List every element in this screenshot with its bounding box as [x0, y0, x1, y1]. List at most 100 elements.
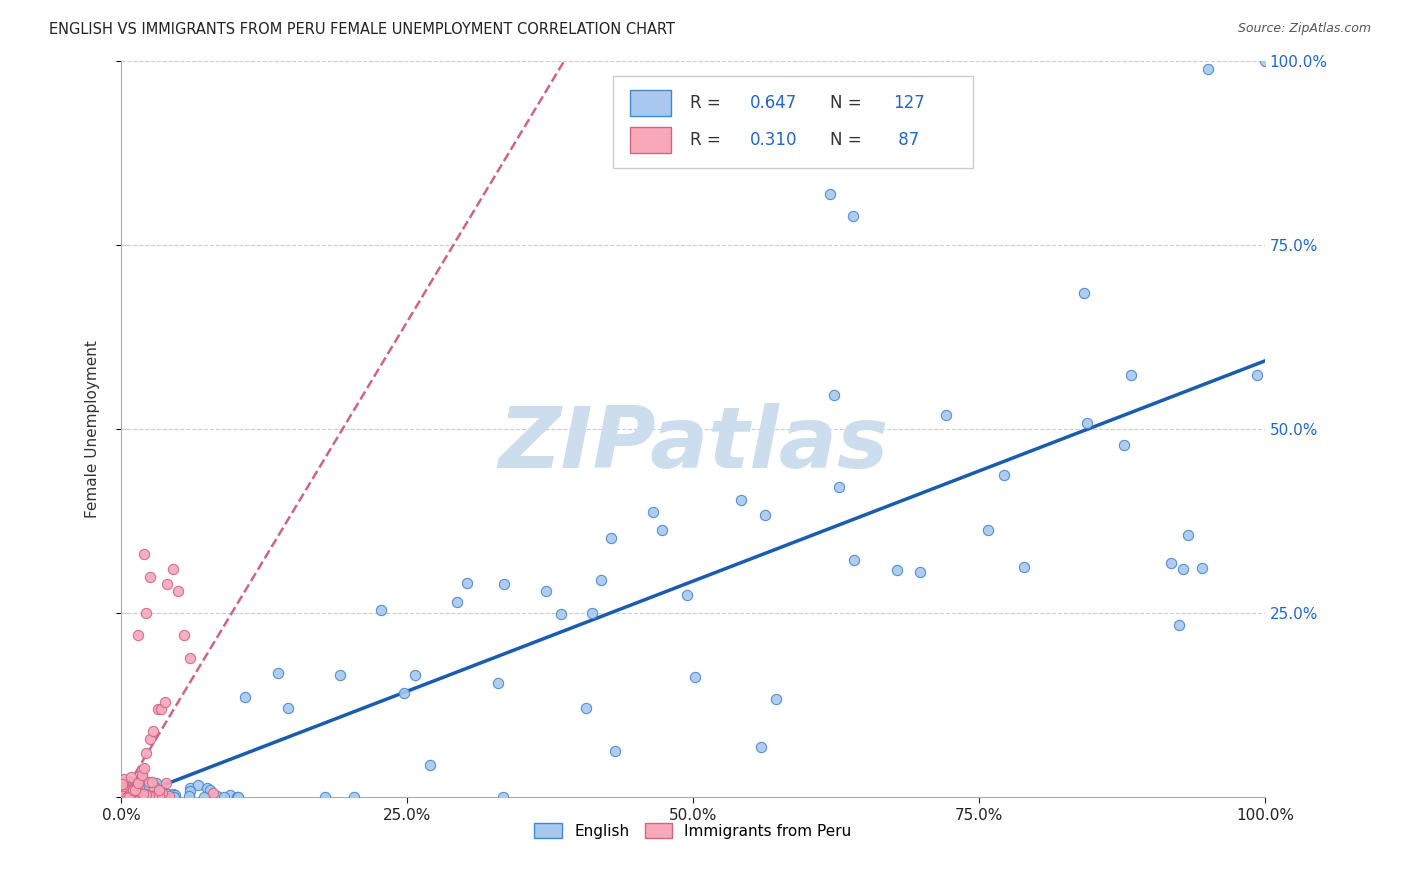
Point — [120, 784, 142, 798]
Point — [112, 782, 135, 797]
Point — [167, 584, 190, 599]
Point — [115, 789, 138, 803]
Point — [132, 789, 155, 804]
Point — [117, 782, 139, 797]
Point — [128, 789, 150, 804]
Text: ZIPatlas: ZIPatlas — [498, 402, 889, 485]
Point — [115, 781, 138, 796]
Point — [187, 778, 209, 792]
Point — [125, 786, 148, 800]
Point — [111, 789, 134, 803]
Point — [1177, 528, 1199, 542]
Point — [536, 583, 558, 598]
Point — [581, 606, 603, 620]
Point — [128, 780, 150, 795]
Point — [233, 690, 256, 705]
Text: 87: 87 — [893, 131, 920, 149]
Point — [121, 783, 143, 797]
Point — [120, 786, 142, 800]
Point — [115, 790, 138, 805]
Point — [591, 574, 613, 588]
Point — [124, 783, 146, 797]
Point — [138, 789, 160, 804]
Point — [112, 787, 135, 801]
Point — [179, 784, 201, 798]
Point — [142, 786, 165, 800]
Point — [127, 775, 149, 789]
Text: ENGLISH VS IMMIGRANTS FROM PERU FEMALE UNEMPLOYMENT CORRELATION CHART: ENGLISH VS IMMIGRANTS FROM PERU FEMALE U… — [49, 22, 675, 37]
Point — [314, 790, 336, 805]
Point — [599, 531, 621, 545]
Text: 0.310: 0.310 — [751, 131, 797, 149]
Point — [212, 790, 235, 805]
Point — [121, 784, 143, 798]
Point — [277, 700, 299, 714]
Point — [120, 781, 142, 796]
Point — [111, 789, 134, 803]
Point — [115, 782, 138, 797]
Point — [749, 740, 772, 755]
Point — [125, 789, 148, 803]
Point — [1076, 416, 1098, 430]
Point — [115, 780, 138, 794]
Point — [910, 565, 932, 579]
Point — [842, 553, 865, 567]
Point — [138, 569, 160, 583]
Point — [131, 789, 153, 804]
Point — [115, 789, 138, 803]
Point — [135, 788, 157, 802]
Y-axis label: Female Unemployment: Female Unemployment — [86, 341, 100, 518]
Point — [111, 789, 134, 804]
Point — [142, 724, 165, 739]
Point — [370, 603, 392, 617]
Point — [124, 784, 146, 798]
Point — [828, 480, 851, 494]
Point — [128, 790, 150, 805]
Point — [111, 782, 134, 797]
Point — [131, 764, 153, 778]
Point — [114, 790, 136, 805]
Point — [111, 780, 134, 795]
Point — [550, 607, 572, 621]
Point — [132, 789, 155, 804]
Point — [446, 595, 468, 609]
Point — [823, 387, 845, 401]
Point — [118, 790, 141, 805]
Point — [1119, 368, 1142, 383]
Point — [993, 468, 1015, 483]
Point — [177, 789, 200, 804]
Point — [131, 769, 153, 783]
Text: 127: 127 — [893, 95, 925, 112]
Point — [153, 789, 176, 804]
Point — [112, 780, 135, 794]
Point — [112, 789, 135, 804]
FancyBboxPatch shape — [630, 90, 671, 116]
Point — [120, 770, 142, 784]
Point — [112, 787, 135, 801]
Point — [120, 787, 142, 801]
Point — [127, 628, 149, 642]
Point — [651, 523, 673, 537]
Point — [142, 787, 165, 801]
Point — [135, 746, 157, 760]
Point — [117, 788, 139, 802]
Point — [111, 788, 134, 802]
Point — [842, 209, 865, 223]
Point — [730, 493, 752, 508]
Point — [122, 787, 145, 801]
Point — [111, 789, 134, 804]
Point — [152, 790, 174, 805]
Point — [149, 780, 172, 795]
Point — [1197, 62, 1219, 76]
Point — [125, 790, 148, 805]
Point — [125, 785, 148, 799]
Point — [179, 780, 201, 795]
Point — [1168, 617, 1191, 632]
Legend: English, Immigrants from Peru: English, Immigrants from Peru — [529, 817, 858, 845]
Text: N =: N = — [831, 131, 868, 149]
Point — [165, 789, 187, 803]
Point — [146, 788, 169, 802]
Point — [149, 779, 172, 793]
Point — [128, 790, 150, 805]
Point — [219, 789, 242, 803]
